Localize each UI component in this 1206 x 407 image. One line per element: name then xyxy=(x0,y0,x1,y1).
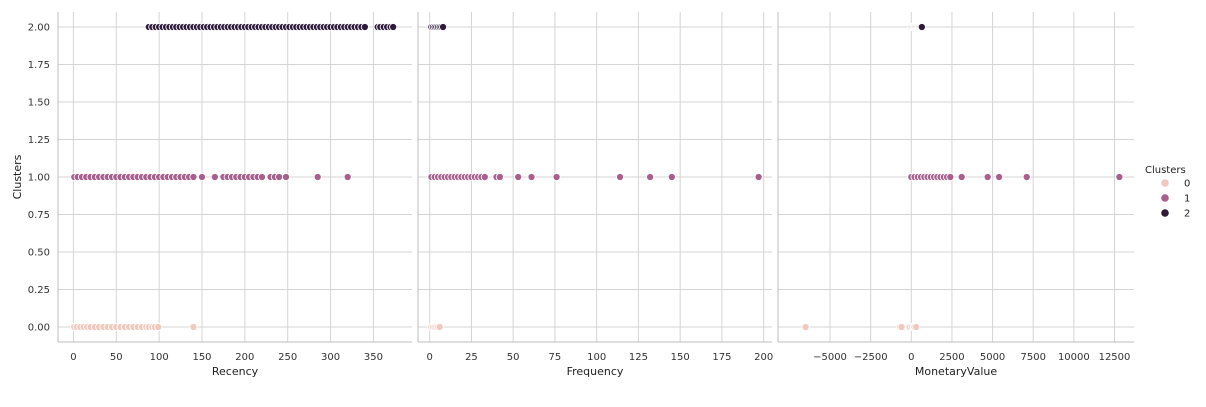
data-point-cluster-1 xyxy=(313,172,322,182)
x-tick-label: 100 xyxy=(587,352,606,363)
data-point-cluster-1 xyxy=(754,172,763,182)
scatter-panels: 0 50 100 150 200 250 300 3500.000.250.500.751.0… xyxy=(28,12,1134,378)
legend-marker-2 xyxy=(1160,208,1170,218)
x-tick-label: 150 xyxy=(192,352,211,363)
data-point-cluster-1 xyxy=(995,172,1004,182)
x-tick-label: 350 xyxy=(364,352,383,363)
data-point-cluster-1 xyxy=(1115,172,1124,182)
data-point-cluster-0 xyxy=(189,322,198,332)
x-tick-label: 200 xyxy=(754,352,773,363)
data-point-cluster-1 xyxy=(646,172,655,182)
data-point-cluster-1 xyxy=(983,172,992,182)
data-point-cluster-1 xyxy=(480,172,489,182)
x-tick-label: 150 xyxy=(671,352,690,363)
legend-label-1: 1 xyxy=(1184,194,1190,205)
data-point-cluster-1 xyxy=(210,172,219,182)
data-point-cluster-1 xyxy=(495,172,504,182)
x-tick-label: 50 xyxy=(110,352,123,363)
data-point-cluster-2 xyxy=(389,22,398,32)
x-tick-label: 0 xyxy=(908,352,914,363)
data-point-cluster-1 xyxy=(527,172,536,182)
y-tick-label: 0.75 xyxy=(28,210,50,221)
x-tick-label: 0 xyxy=(70,352,76,363)
data-point-cluster-1 xyxy=(514,172,523,182)
data-point-cluster-1 xyxy=(343,172,352,182)
data-point-cluster-1 xyxy=(189,172,198,182)
data-point-cluster-1 xyxy=(197,172,207,182)
data-point-cluster-0 xyxy=(912,322,921,332)
panel-1: 0 50 100 150 200 250 300 350 0.00 0.25 0.50 0.75 1.0… xyxy=(28,12,412,378)
x-tick-label: 300 xyxy=(321,352,340,363)
legend-marker-1 xyxy=(1160,193,1170,203)
x-tick-label: 250 xyxy=(278,352,297,363)
x-axis-label: MonetaryValue xyxy=(915,365,997,378)
data-point-cluster-1 xyxy=(275,172,284,182)
y-tick-label: 1.50 xyxy=(28,98,50,109)
data-point-cluster-2 xyxy=(438,22,448,32)
x-tick-label: −5000 xyxy=(813,352,847,363)
x-tick-label: 2500 xyxy=(939,352,964,363)
x-tick-label: 10000 xyxy=(1058,352,1090,363)
data-point-cluster-1 xyxy=(1022,172,1031,182)
x-tick-label: 12500 xyxy=(1099,352,1131,363)
panel-3: −5000 −2500 0 2500 5000 7500 10000 12500 Monetar… xyxy=(777,12,1134,378)
x-tick-label: 75 xyxy=(549,352,562,363)
y-tick-label: 0.25 xyxy=(28,285,50,296)
x-axis-label: Recency xyxy=(212,365,259,378)
y-tick-label: 0.50 xyxy=(28,248,50,259)
x-tick-label: 125 xyxy=(629,352,648,363)
x-tick-label: 50 xyxy=(507,352,520,363)
data-point-cluster-1 xyxy=(281,172,291,182)
data-point-cluster-2 xyxy=(360,22,369,32)
x-tick-label: 200 xyxy=(235,352,254,363)
y-tick-label: 1.25 xyxy=(28,135,50,146)
data-point-cluster-1 xyxy=(957,172,966,182)
data-point-cluster-1 xyxy=(257,172,267,182)
data-point-cluster-1 xyxy=(667,172,676,182)
legend: Clusters 0 1 2 xyxy=(1145,165,1190,220)
x-tick-label: 25 xyxy=(465,352,478,363)
data-point-cluster-1 xyxy=(552,172,561,182)
data-point-cluster-1 xyxy=(946,172,955,182)
y-tick-label: 1.75 xyxy=(28,60,50,71)
x-tick-label: −2500 xyxy=(854,352,888,363)
y-tick-label: 1.00 xyxy=(28,173,50,184)
legend-title: Clusters xyxy=(1145,165,1186,176)
legend-label-0: 0 xyxy=(1184,179,1190,190)
x-tick-label: 175 xyxy=(712,352,731,363)
legend-marker-0 xyxy=(1160,178,1170,188)
data-point-cluster-0 xyxy=(801,322,810,332)
x-tick-label: 7500 xyxy=(1020,352,1045,363)
x-tick-label: 5000 xyxy=(980,352,1005,363)
x-axis-label: Frequency xyxy=(567,365,624,378)
y-tick-label: 2.00 xyxy=(28,23,50,34)
x-tick-label: 100 xyxy=(150,352,169,363)
data-point-cluster-0 xyxy=(154,322,163,332)
panel-2: 0 25 50 75 100 125 150 175 200 Frequency xyxy=(417,12,773,378)
data-point-cluster-0 xyxy=(435,322,444,332)
y-axis-label: Clusters xyxy=(11,154,24,199)
legend-label-2: 2 xyxy=(1184,209,1190,220)
data-point-cluster-2 xyxy=(917,22,926,32)
data-point-cluster-0 xyxy=(897,322,906,332)
data-point-cluster-1 xyxy=(615,172,625,182)
y-tick-label: 0.00 xyxy=(28,323,50,334)
x-tick-label: 0 xyxy=(427,352,433,363)
